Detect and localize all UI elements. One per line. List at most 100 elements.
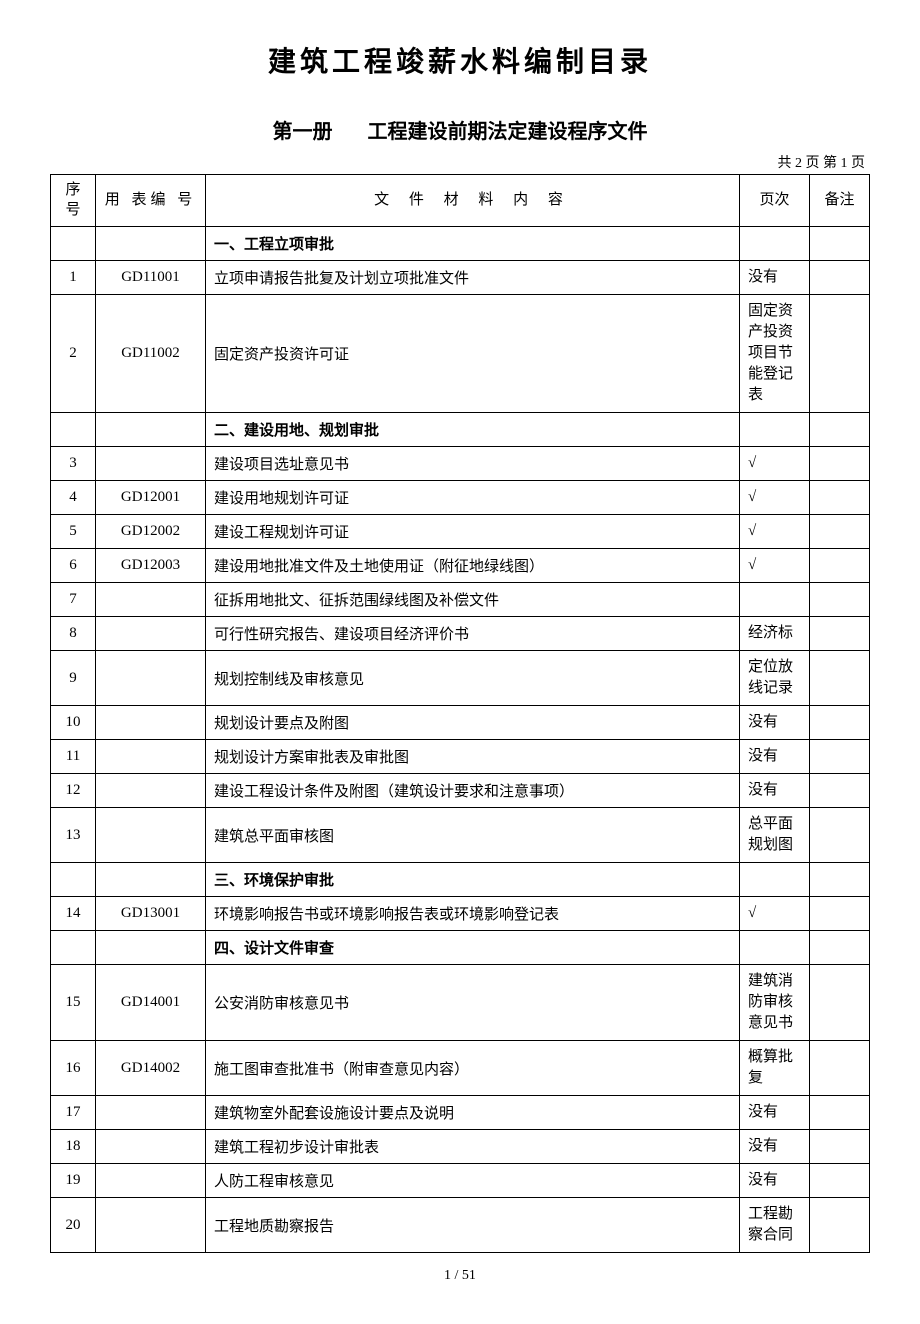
cell-content: 三、环境保护审批 xyxy=(206,863,740,897)
cell-seq: 10 xyxy=(51,706,96,740)
cell-code xyxy=(96,774,206,808)
cell-remark xyxy=(810,413,870,447)
cell-code xyxy=(96,863,206,897)
table-row: 19人防工程审核意见没有 xyxy=(51,1164,870,1198)
cell-remark xyxy=(810,808,870,863)
cell-seq: 18 xyxy=(51,1130,96,1164)
cell-content: 一、工程立项审批 xyxy=(206,227,740,261)
cell-remark xyxy=(810,481,870,515)
content-table: 序号 用 表编 号 文 件 材 料 内 容 页次 备注 一、工程立项审批1GD1… xyxy=(50,174,870,1253)
cell-remark xyxy=(810,706,870,740)
cell-seq: 13 xyxy=(51,808,96,863)
cell-content: 规划控制线及审核意见 xyxy=(206,651,740,706)
cell-code: GD14002 xyxy=(96,1041,206,1096)
cell-code xyxy=(96,1130,206,1164)
cell-seq: 7 xyxy=(51,583,96,617)
cell-code xyxy=(96,1164,206,1198)
cell-content: 建筑工程初步设计审批表 xyxy=(206,1130,740,1164)
cell-seq: 14 xyxy=(51,897,96,931)
cell-remark xyxy=(810,1096,870,1130)
cell-seq xyxy=(51,863,96,897)
cell-page: √ xyxy=(740,481,810,515)
header-content: 文 件 材 料 内 容 xyxy=(206,175,740,227)
cell-page xyxy=(740,413,810,447)
cell-code: GD12002 xyxy=(96,515,206,549)
cell-page: √ xyxy=(740,447,810,481)
table-row: 17建筑物室外配套设施设计要点及说明没有 xyxy=(51,1096,870,1130)
table-row: 7 征拆用地批文、征拆范围绿线图及补偿文件 xyxy=(51,583,870,617)
table-row: 一、工程立项审批 xyxy=(51,227,870,261)
cell-seq xyxy=(51,413,96,447)
cell-remark xyxy=(810,227,870,261)
cell-seq xyxy=(51,931,96,965)
cell-seq: 15 xyxy=(51,965,96,1041)
cell-remark xyxy=(810,447,870,481)
cell-code xyxy=(96,1198,206,1253)
cell-seq: 20 xyxy=(51,1198,96,1253)
cell-seq: 12 xyxy=(51,774,96,808)
cell-remark xyxy=(810,740,870,774)
cell-code xyxy=(96,617,206,651)
cell-content: 工程地质勘察报告 xyxy=(206,1198,740,1253)
cell-page: 概算批复 xyxy=(740,1041,810,1096)
volume-label: 第一册 xyxy=(273,121,333,143)
table-row: 3建设项目选址意见书√ xyxy=(51,447,870,481)
table-row: 8可行性研究报告、建设项目经济评价书经济标 xyxy=(51,617,870,651)
cell-code xyxy=(96,583,206,617)
cell-page: 固定资产投资项目节能登记表 xyxy=(740,295,810,413)
page-footer: 1 / 51 xyxy=(50,1268,870,1284)
table-row: 13建筑总平面审核图总平面规划图 xyxy=(51,808,870,863)
cell-code: GD12001 xyxy=(96,481,206,515)
cell-code xyxy=(96,447,206,481)
cell-seq: 4 xyxy=(51,481,96,515)
cell-seq: 9 xyxy=(51,651,96,706)
cell-remark xyxy=(810,1130,870,1164)
cell-content: 建筑总平面审核图 xyxy=(206,808,740,863)
cell-page: √ xyxy=(740,515,810,549)
table-header-row: 序号 用 表编 号 文 件 材 料 内 容 页次 备注 xyxy=(51,175,870,227)
cell-page: 没有 xyxy=(740,1096,810,1130)
cell-code xyxy=(96,1096,206,1130)
sub-title-text: 工程建设前期法定建设程序文件 xyxy=(368,121,648,143)
cell-seq: 16 xyxy=(51,1041,96,1096)
table-row: 2GD11002固定资产投资许可证固定资产投资项目节能登记表 xyxy=(51,295,870,413)
cell-content: 四、设计文件审查 xyxy=(206,931,740,965)
cell-code xyxy=(96,808,206,863)
header-remark: 备注 xyxy=(810,175,870,227)
cell-seq xyxy=(51,227,96,261)
cell-remark xyxy=(810,774,870,808)
cell-remark xyxy=(810,651,870,706)
cell-page: 经济标 xyxy=(740,617,810,651)
cell-remark xyxy=(810,863,870,897)
cell-remark xyxy=(810,965,870,1041)
sub-title: 第一册 工程建设前期法定建设程序文件 xyxy=(50,115,870,144)
cell-content: 建设用地批准文件及土地使用证（附征地绿线图） xyxy=(206,549,740,583)
cell-seq: 1 xyxy=(51,261,96,295)
cell-code: GD11001 xyxy=(96,261,206,295)
cell-content: 规划设计方案审批表及审批图 xyxy=(206,740,740,774)
table-row: 6GD12003建设用地批准文件及土地使用证（附征地绿线图）√ xyxy=(51,549,870,583)
cell-content: 二、建设用地、规划审批 xyxy=(206,413,740,447)
cell-content: 规划设计要点及附图 xyxy=(206,706,740,740)
cell-remark xyxy=(810,1198,870,1253)
cell-remark xyxy=(810,295,870,413)
table-row: 18 建筑工程初步设计审批表没有 xyxy=(51,1130,870,1164)
cell-page: 定位放线记录 xyxy=(740,651,810,706)
cell-page xyxy=(740,863,810,897)
cell-code: GD13001 xyxy=(96,897,206,931)
cell-seq: 6 xyxy=(51,549,96,583)
cell-page: 没有 xyxy=(740,1130,810,1164)
cell-content: 建设用地规划许可证 xyxy=(206,481,740,515)
cell-code xyxy=(96,931,206,965)
cell-remark xyxy=(810,1041,870,1096)
cell-content: 公安消防审核意见书 xyxy=(206,965,740,1041)
cell-remark xyxy=(810,931,870,965)
table-row: 20工程地质勘察报告工程勘察合同 xyxy=(51,1198,870,1253)
cell-content: 征拆用地批文、征拆范围绿线图及补偿文件 xyxy=(206,583,740,617)
cell-remark xyxy=(810,897,870,931)
table-row: 四、设计文件审查 xyxy=(51,931,870,965)
table-row: 5GD12002建设工程规划许可证√ xyxy=(51,515,870,549)
table-row: 9 规划控制线及审核意见定位放线记录 xyxy=(51,651,870,706)
cell-seq: 5 xyxy=(51,515,96,549)
table-row: 1GD11001立项申请报告批复及计划立项批准文件没有 xyxy=(51,261,870,295)
